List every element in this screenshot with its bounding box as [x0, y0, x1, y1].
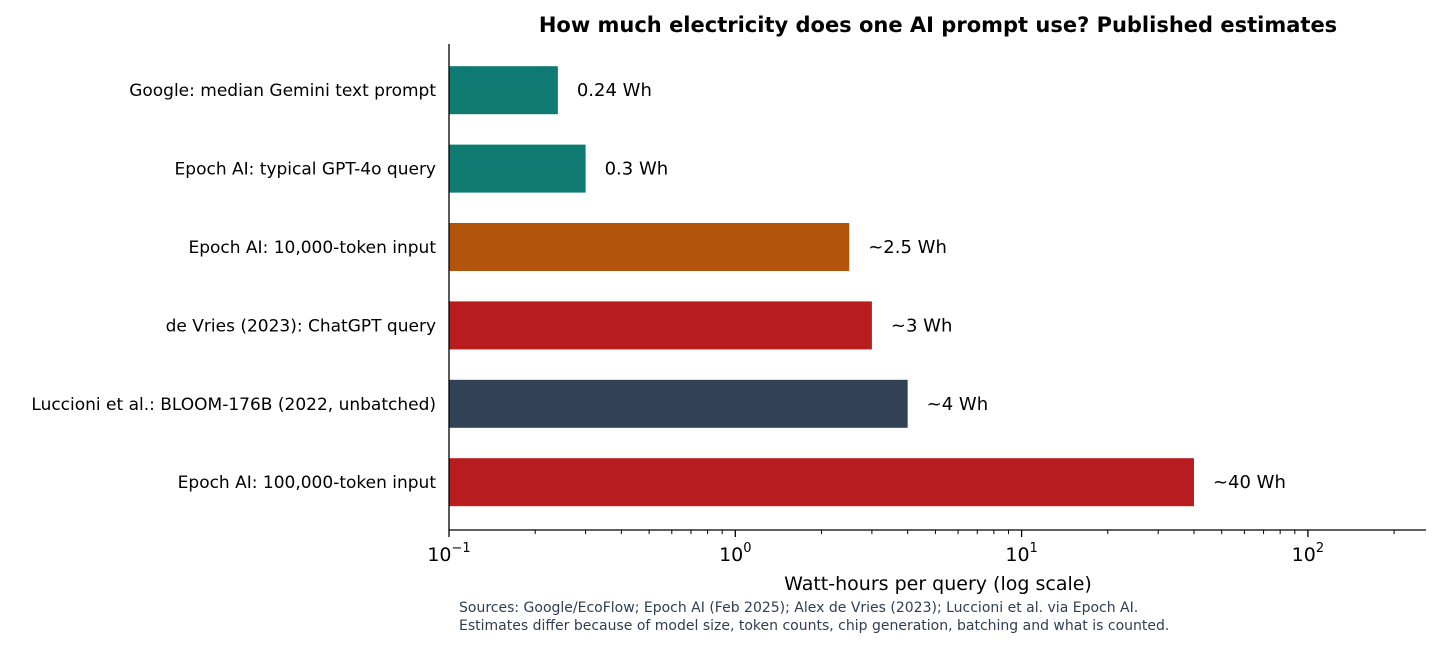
bar-5 [449, 458, 1194, 507]
category-label-5: Epoch AI: 100,000-token input [178, 473, 437, 493]
category-label-1: Epoch AI: typical GPT-4o query [175, 160, 436, 180]
bars-layer: Google: median Gemini text prompt 0.24 Wh… [31, 66, 1286, 507]
value-label-4: ~4 Wh [927, 394, 988, 415]
value-label-1: 0.3 Wh [605, 159, 669, 180]
category-label-0: Google: median Gemini text prompt [129, 81, 436, 101]
category-label-3: de Vries (2023): ChatGPT query [166, 316, 436, 336]
bar-0 [449, 66, 558, 115]
category-label-2: Epoch AI: 10,000-token input [188, 238, 436, 258]
tick-label-1: 100 [719, 541, 751, 566]
bar-2 [449, 223, 850, 271]
bar-3 [449, 301, 872, 350]
category-label-4: Luccioni et al.: BLOOM-176B (2022, unbat… [31, 395, 436, 415]
axes-layer: 10−1 100 101 102 [427, 44, 1426, 566]
value-label-2: ~2.5 Wh [868, 237, 947, 258]
chart-title: How much electricity does one AI prompt … [539, 13, 1337, 37]
value-label-0: 0.24 Wh [577, 80, 652, 101]
tick-label-2: 101 [1005, 541, 1037, 566]
tick-label-0: 10−1 [427, 541, 470, 566]
tick-label-3: 102 [1292, 541, 1324, 566]
caveat-note: Estimates differ because of model size, … [459, 618, 1169, 634]
bar-1 [449, 144, 586, 193]
value-label-5: ~40 Wh [1213, 472, 1286, 493]
x-axis-title: Watt-hours per query (log scale) [784, 573, 1092, 595]
bar-4 [449, 379, 908, 428]
value-label-3: ~3 Wh [891, 315, 952, 336]
sources-note: Sources: Google/EcoFlow; Epoch AI (Feb 2… [459, 600, 1138, 616]
